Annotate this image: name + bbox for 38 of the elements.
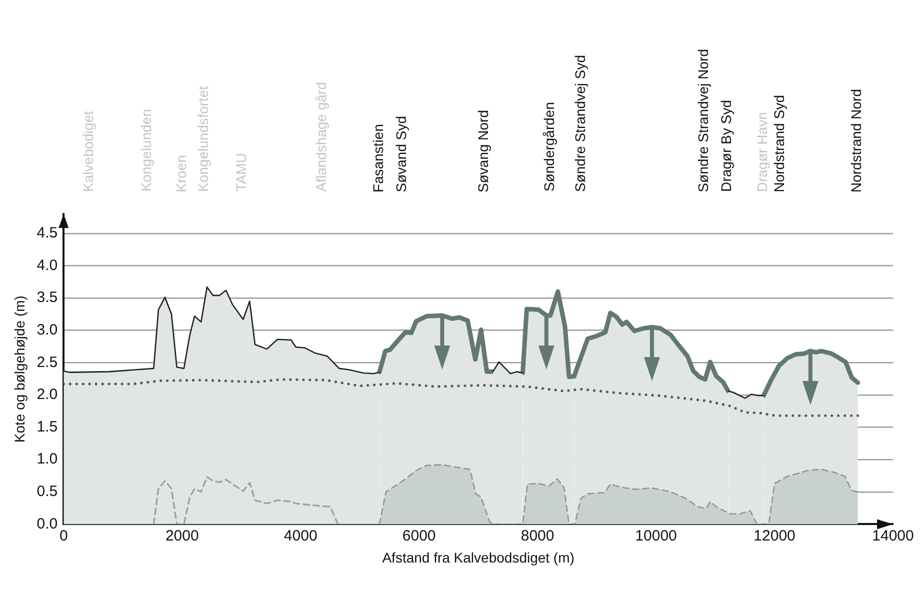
text: Nordstrand Syd xyxy=(770,94,788,192)
y-tick-label: 3.5 xyxy=(36,289,58,306)
x-tick-label: 2000 xyxy=(165,527,199,544)
line-series xyxy=(152,476,339,524)
text: Søvand Syd xyxy=(392,116,410,192)
y-tick-label: 1.0 xyxy=(36,450,58,468)
text: Dragør By Syd xyxy=(717,100,735,192)
x-axis-title: Afstand fra Kalvebodsdiget (m) xyxy=(382,549,574,566)
y-tick-label: 2.5 xyxy=(36,354,58,371)
text: Søndre Strandvej Syd xyxy=(571,55,589,192)
text: Kalvebodiget xyxy=(79,111,97,192)
y-axis-title: Kote og bølgehøjde (m) xyxy=(11,296,28,443)
text: Søndre Strandvej Nord xyxy=(694,48,712,192)
text: TAMU xyxy=(232,153,250,192)
y-tick-label: 1.5 xyxy=(36,418,58,436)
text: Dragør Havn xyxy=(753,112,771,192)
x-tick-label: 4000 xyxy=(284,527,318,544)
text: Søvang Nord xyxy=(474,110,492,192)
text: Fasanstien xyxy=(369,124,387,192)
line-series xyxy=(64,378,860,417)
x-tick-label: 12000 xyxy=(754,527,796,544)
x-tick-label: 8000 xyxy=(520,527,554,544)
y-tick-label: 3.0 xyxy=(36,321,58,338)
text: Kroen xyxy=(172,154,190,192)
y-tick-label: 4.5 xyxy=(36,224,58,242)
x-tick-label: 14000 xyxy=(872,527,914,544)
x-tick-label: 6000 xyxy=(402,527,436,544)
x-tick-label: 0 xyxy=(59,527,68,544)
text: Søndergården xyxy=(540,102,558,192)
text: Kongelundsfortet xyxy=(194,86,212,192)
y-tick-label: 0.5 xyxy=(36,483,58,500)
text: Nordstrand Nord xyxy=(847,88,865,192)
y-tick-label: 0.0 xyxy=(36,515,58,532)
text: Aflandshage gård xyxy=(312,82,330,192)
text: Kongelunden xyxy=(137,109,155,192)
y-tick-label: 2.0 xyxy=(36,386,58,404)
y-tick-label: 4.0 xyxy=(36,256,58,274)
x-tick-label: 10000 xyxy=(635,527,677,544)
